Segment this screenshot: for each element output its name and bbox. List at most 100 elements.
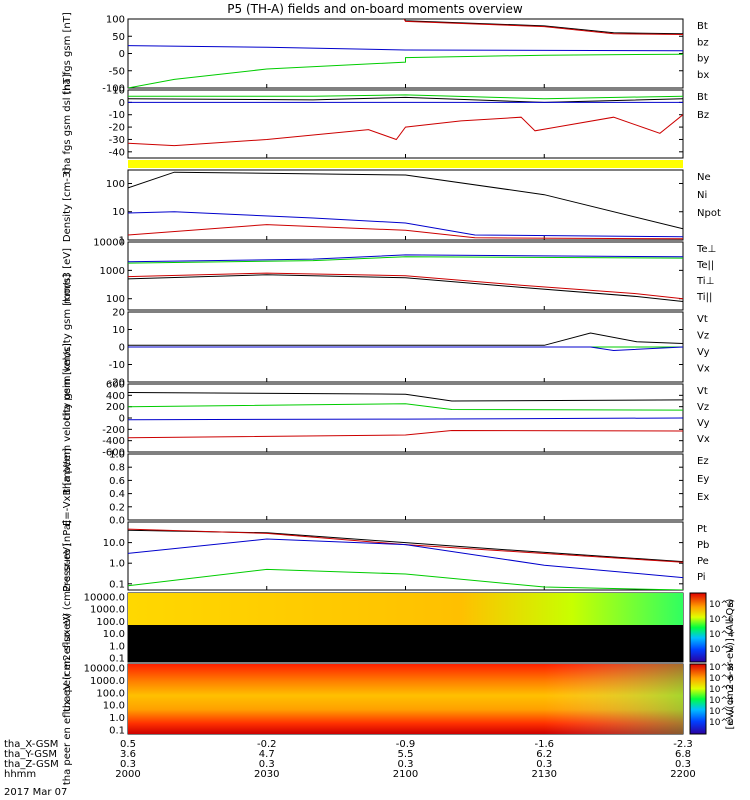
panel-0: 100 50 0 -50 -100 tha fgs gsm [nT] Bt bz by bx [62,12,709,95]
series-vx [128,346,683,352]
ytick-label: 0 [119,414,125,425]
ytick-label: 10.0 [103,538,125,549]
ion-spectrogram [128,593,683,662]
legend-ez: Ez [697,456,709,467]
series-vx [128,417,683,421]
series-ti [128,256,683,264]
ylabel: Density [cm-3] [62,168,73,242]
ion-spectrogram-high [128,593,683,625]
ytick-label: 10000.0 [84,593,125,604]
panel-3: 100 10 1 Density [cm-3] Ne Ni Npot [62,168,721,247]
ytick-label: 100 [106,15,125,26]
ephemeris-value: 0.5 [120,739,136,750]
legend-vz: Vz [697,402,709,413]
ytick-label: -200 [102,425,125,436]
legend-pb: Pb [697,540,709,551]
colorbar-tick: 10^2 [709,718,734,728]
series-bt [128,96,683,103]
ephemeris-value: 2130 [532,769,557,780]
series-npot [128,211,683,238]
legend-bt: Bt [697,21,708,32]
series-te [128,272,683,300]
figure-title: P5 (TH-A) fields and on-board moments ov… [227,2,523,16]
electron-spectrogram-fade [128,664,683,734]
ytick-label: 1 [119,236,125,247]
ytick-label: 1000.0 [90,676,125,687]
legend-ti: Ti|| [696,292,712,303]
series-te [128,274,683,302]
colorbar-tick: 10^4 [709,630,734,640]
series-bx [128,45,683,52]
ytick-label: -10 [109,360,125,371]
colorbar-ticks: 10^810^610^410^210^810^610^510^410^310^2 [709,600,734,728]
panel-8: 10.0 1.0 0.1 Pressure [nPa] Pt Pb Pe Pi [62,520,709,592]
ytick-label: 10 [112,325,125,336]
panel-frame [127,89,684,159]
series-vy [128,403,683,411]
ytick-label: 400 [106,391,125,402]
ephemeris-value: 0.3 [675,759,691,770]
ephemeris-value: 0.3 [120,759,136,770]
legend-ti: Ti⊥ [696,276,714,287]
series-by [128,94,683,100]
ytick-label: 0 [119,98,125,109]
ylabel: Pressure [nPa] [62,520,73,592]
ytick-label: -20 [109,378,125,389]
series-vt [128,392,683,402]
ylabel: tha peim velocity gsm [km/s] [62,274,73,421]
ephemeris-row-label: tha_Z-GSM [4,759,59,770]
series-ni [128,171,683,230]
ytick-label: 1.0 [109,641,125,652]
ytick-label: 1000 [100,266,125,277]
colorbar-tick: 10^8 [709,600,734,610]
ephemeris-value: 2030 [254,769,279,780]
ephemeris-row-label: tha_Y-GSM [4,749,57,760]
ytick-label: 1000.0 [90,605,125,616]
legend-ni: Ni [697,190,707,201]
colorbar-tick: 10^8 [709,663,734,673]
ytick-label: 1.0 [109,450,125,461]
ephemeris-value: -2.3 [673,739,693,750]
panel-7: 1.0 0.8 0.6 0.4 0.2 0.0 E=-VxB [mV/m] Ez Ey Ex [62,448,709,527]
legend-bx: bx [697,70,709,81]
panel-frame [127,169,684,241]
ephemeris-value: 0.3 [536,759,552,770]
ytick-label: 100.0 [96,617,125,628]
electron-spectrogram [128,664,683,734]
ylabel: tha fgs gsm [nT] [62,12,73,95]
ion-spectrogram-low [128,625,683,662]
ytick-label: 10000 [93,238,125,249]
ytick-label: -50 [109,66,125,77]
ylabel: tha peem velocity gsm [km/s] [62,343,73,493]
ephemeris-table: tha_X-GSMtha_Y-GSMtha_Z-GSMhhmm0.53.60.3… [4,739,696,780]
legend-vt: Vt [697,386,708,397]
ephemeris-value: 4.7 [259,749,275,760]
legend-pi: Pi [697,572,706,583]
ephemeris-value: -0.2 [257,739,277,750]
colorbar-tick: 10^3 [709,707,734,717]
ytick-label: -40 [109,147,125,158]
ytick-label: 50 [112,32,125,43]
colorbar-tick: 10^6 [709,615,734,625]
ylabel: mom3 [eV] [62,248,73,304]
ytick-label: 0 [119,343,125,354]
series-ti [128,254,683,263]
series-by [128,53,683,88]
ytick-label: 1.0 [109,559,125,570]
date-label: 2017 Mar 07 [4,787,67,798]
ytick-label: 10.0 [103,701,125,712]
ephemeris-value: 2200 [670,769,695,780]
legend-vt: Vt [697,314,708,325]
panel-frame [127,453,684,521]
legend-bz: Bz [697,110,709,121]
ytick-label: 1.0 [109,713,125,724]
ytick-label: 0.6 [109,476,125,487]
ytick-label: 0 [119,49,125,60]
colorbar-bottom [689,663,707,735]
ytick-label: -20 [109,123,125,134]
ytick-label: 0.1 [109,654,125,665]
ytick-label: -400 [102,436,125,447]
ephemeris-value: 6.2 [536,749,552,760]
